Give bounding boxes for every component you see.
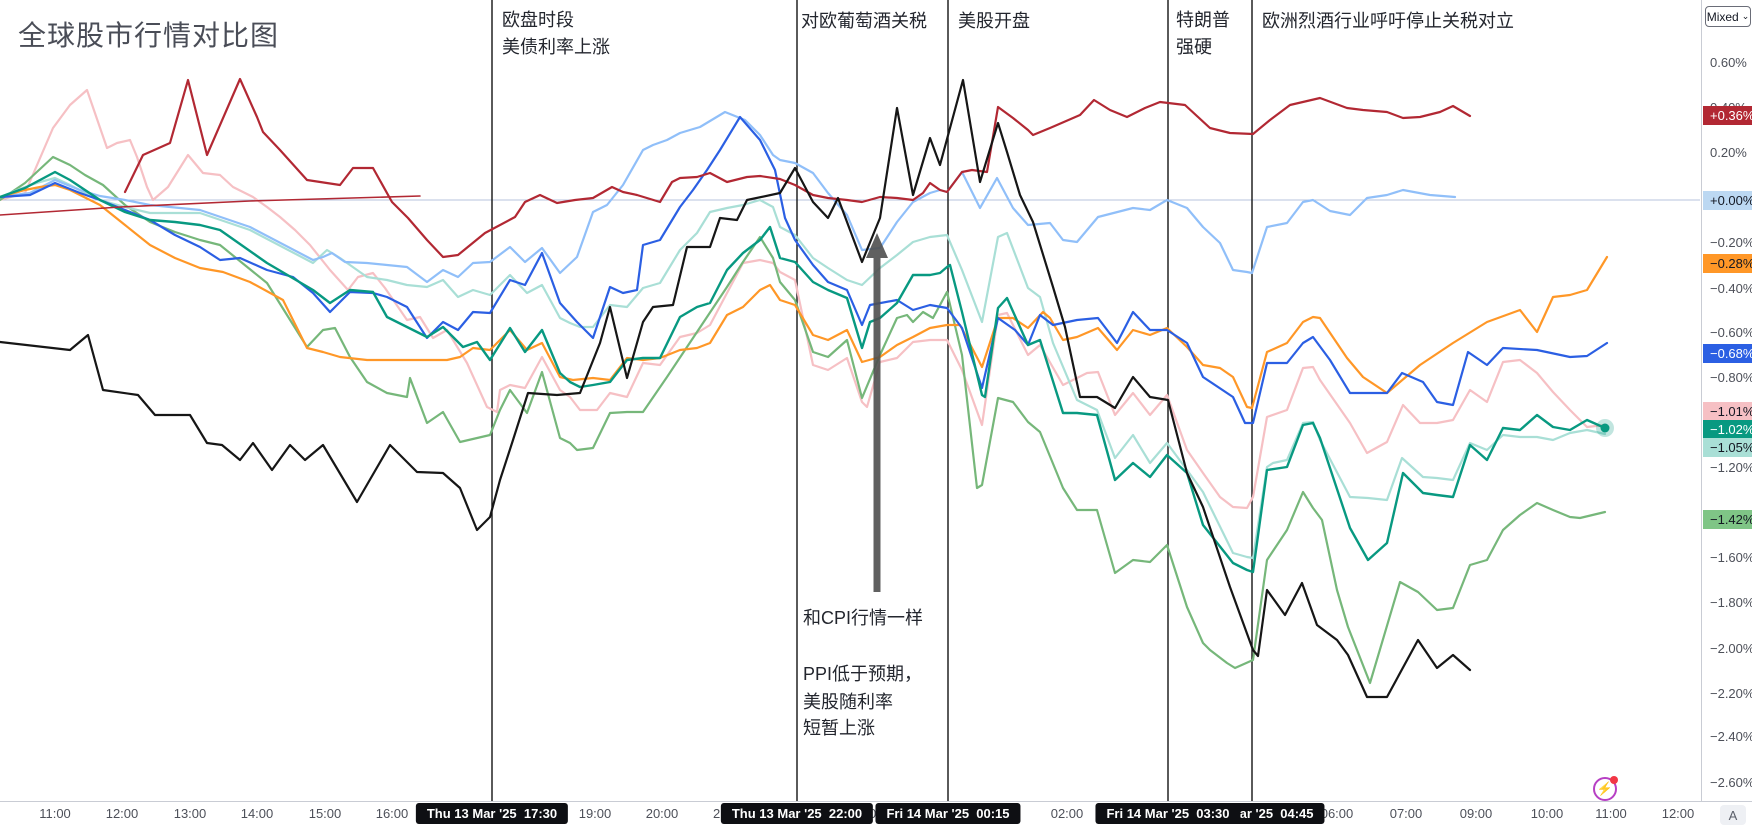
text-annotation[interactable]: 短暂上涨 (803, 718, 875, 738)
text-annotation[interactable]: 对欧葡萄酒关税 (801, 11, 927, 31)
price-tick-label: −0.60% (1710, 325, 1752, 340)
time-tick-label: 06:00 (1320, 806, 1354, 821)
time-tick-label: 12:00 (1661, 806, 1695, 821)
up-arrow-drawing[interactable] (866, 233, 888, 592)
last-point-marker (1600, 423, 1610, 433)
price-tick-label: −1.60% (1710, 550, 1752, 565)
series-line-series-green (0, 155, 1607, 685)
time-tick-label: 19:00 (578, 806, 612, 821)
series-line-series-light-teal (0, 176, 1607, 560)
price-tick-label: −0.80% (1710, 370, 1752, 385)
price-badge: −0.28% (1703, 253, 1752, 273)
text-annotation[interactable]: 强硬 (1176, 37, 1212, 57)
text-annotation[interactable]: PPI低于预期， (803, 664, 923, 684)
time-tick-label: 09:00 (1459, 806, 1493, 821)
chevron-down-icon: ⌄ (1741, 11, 1750, 21)
page-title: 全球股市行情对比图 (18, 20, 280, 51)
price-badge: −1.01% (1703, 401, 1752, 421)
series-line-series-black (0, 78, 1472, 699)
price-tick-label: −2.20% (1710, 686, 1752, 701)
time-tick-label: 11:00 (39, 806, 71, 821)
series-line-series-dark-red-flat (0, 195, 421, 216)
time-tick-label: 13:00 (173, 806, 207, 821)
axis-settings-button[interactable]: A (1720, 805, 1746, 825)
time-tick-label: 07:00 (1389, 806, 1423, 821)
price-tick-label: −1.20% (1710, 460, 1752, 475)
time-tick-label: 11:00 (1595, 806, 1627, 821)
price-badge: −1.05% (1703, 437, 1752, 457)
date-badge: Thu 13 Mar '25 17:30 (415, 803, 569, 824)
price-tick-label: −0.40% (1710, 281, 1752, 296)
price-tick-label: −0.20% (1710, 235, 1752, 250)
scale-mode-label: Mixed (1706, 9, 1739, 24)
price-tick-label: −2.60% (1710, 775, 1752, 790)
series-line-series-orange (0, 183, 1609, 410)
text-annotation[interactable]: 美股开盘 (958, 11, 1030, 31)
price-badge: +0.36% (1703, 105, 1752, 125)
notification-dot (1610, 776, 1618, 784)
price-tick-label: −1.80% (1710, 595, 1752, 610)
time-tick-label: 12:00 (105, 806, 139, 821)
series-line-series-blue (0, 115, 1609, 425)
price-axis[interactable]: Mixed ⌄ 0.60%0.40%0.20%−0.20%−0.40%−0.60… (1701, 0, 1752, 801)
text-annotation[interactable]: 特朗普 (1176, 10, 1230, 30)
date-badge: Thu 13 Mar '25 22:00 (720, 803, 874, 824)
date-badge: Fri 14 Mar '25 00:15 (875, 803, 1021, 824)
time-tick-label: 10:00 (1530, 806, 1564, 821)
price-badge: +0.00% (1703, 190, 1752, 210)
time-tick-label: 15:00 (308, 806, 342, 821)
series-line-series-teal (0, 170, 1607, 574)
text-annotation[interactable]: 欧盘时段 (502, 10, 574, 30)
series-line-series-light-blue (0, 110, 1457, 284)
price-badge: −0.68% (1703, 343, 1752, 363)
time-tick-label: 02:00 (1050, 806, 1084, 821)
text-annotation[interactable]: 美债利率上涨 (502, 37, 610, 57)
price-badge: −1.42% (1703, 509, 1752, 529)
time-tick-label: 20:00 (645, 806, 679, 821)
text-annotation[interactable]: 美股随利率 (803, 692, 893, 712)
time-axis[interactable]: 11:00 12:00 13:00 14:00 15:00 16:00 19:00 20:00… (0, 801, 1752, 827)
time-tick-label: 16:00 (375, 806, 409, 821)
flash-lightning-icon[interactable]: ⚡ (1593, 776, 1618, 801)
price-tick-label: −2.40% (1710, 729, 1752, 744)
price-badge: −1.02% (1703, 419, 1752, 439)
price-tick-label: −2.00% (1710, 641, 1752, 656)
time-tick-label: 14:00 (240, 806, 274, 821)
price-tick-label: 0.20% (1710, 145, 1747, 160)
scale-mode-button[interactable]: Mixed ⌄ (1705, 6, 1751, 27)
date-badge: Fri 14 Mar '25 03:30 (1095, 803, 1241, 824)
series-line-series-pink (0, 88, 1607, 510)
text-annotation[interactable]: 欧洲烈酒行业呼吁停止关税对立 (1262, 11, 1514, 31)
series-line-series-dark-red (123, 77, 1472, 259)
price-tick-label: 0.60% (1710, 55, 1747, 70)
text-annotation[interactable]: 和CPI行情一样 (803, 608, 924, 628)
